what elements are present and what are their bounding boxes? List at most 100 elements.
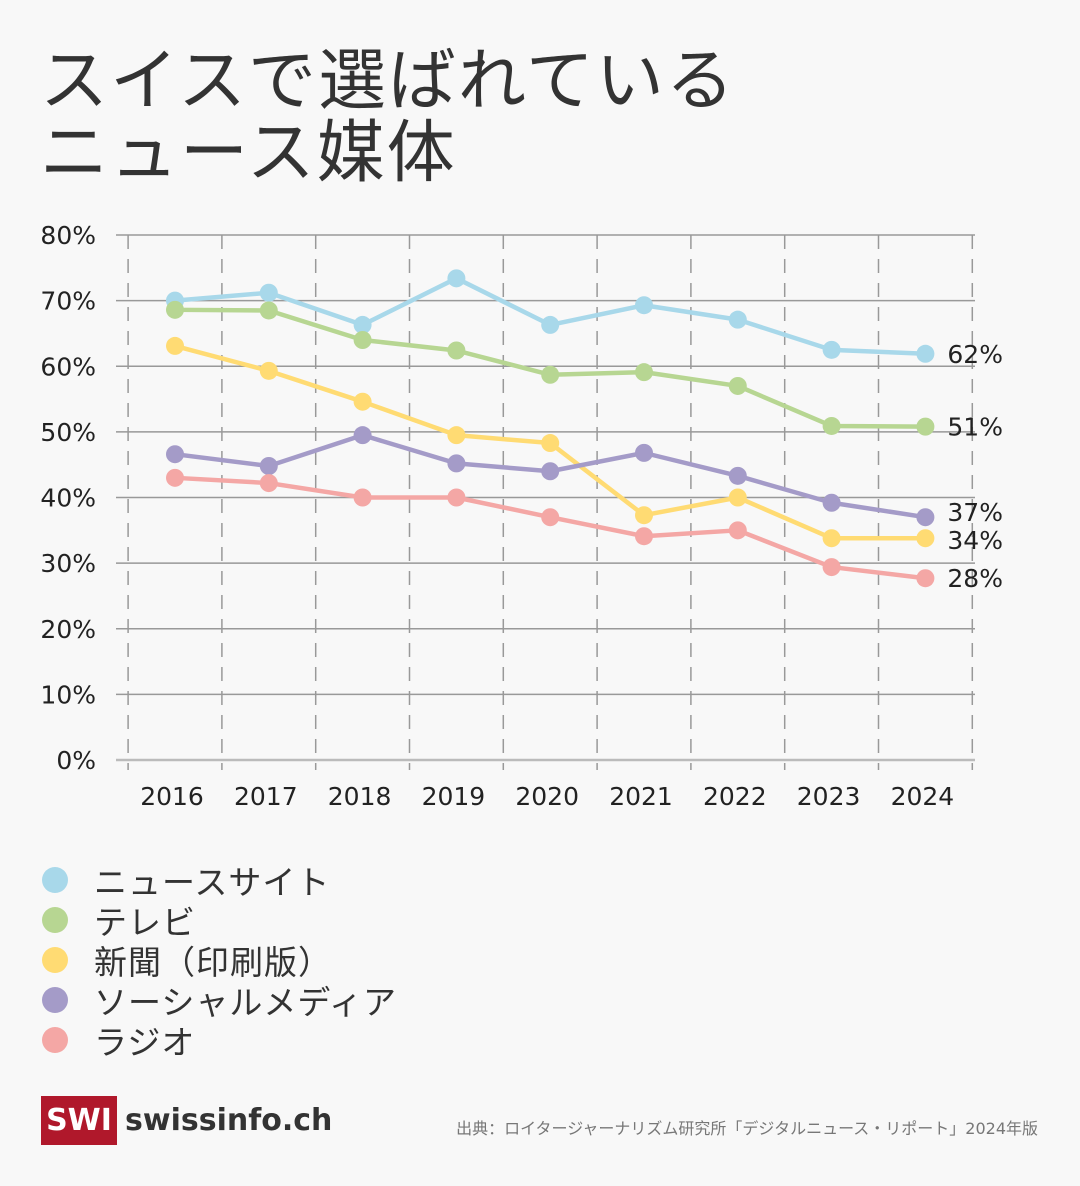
y-tick-label: 40% xyxy=(40,484,96,513)
data-point xyxy=(635,363,653,382)
y-tick-label: 20% xyxy=(40,615,96,644)
data-point xyxy=(259,283,278,302)
data-point xyxy=(822,493,841,512)
data-point xyxy=(353,392,372,411)
data-point xyxy=(728,376,747,395)
data-point xyxy=(728,521,747,540)
x-tick-label: 2018 xyxy=(328,782,392,811)
data-point xyxy=(916,508,935,527)
data-point xyxy=(447,488,466,507)
data-point xyxy=(259,301,278,320)
end-value-label: 62% xyxy=(947,340,1003,369)
legend-label: ソーシャルメディア xyxy=(94,983,398,1022)
chart-title: スイスで選ばれている ニュース媒体 xyxy=(40,46,736,190)
line-chart: 0%10%20%30%40%50%60%70%80% 2016 2017 2018 2… xyxy=(40,221,1003,811)
data-point xyxy=(916,529,935,548)
end-labels: 62% 51% 34%37% 28% xyxy=(947,340,1003,593)
legend-label: テレビ xyxy=(94,903,196,942)
x-tick-label: 2024 xyxy=(891,782,955,811)
data-point xyxy=(728,310,747,329)
data-point xyxy=(447,454,466,473)
y-tick-label: 60% xyxy=(40,352,96,381)
x-tick-label: 2020 xyxy=(515,782,579,811)
swissinfo-logo: SWI swissinfo.ch xyxy=(41,1096,332,1145)
data-point xyxy=(447,426,466,445)
y-tick-label: 50% xyxy=(40,418,96,447)
data-point xyxy=(259,361,278,380)
legend: ニュースサイト テレビ 新聞（印刷版） ソーシャルメディア ラジオ xyxy=(40,860,397,1062)
legend-swatch xyxy=(42,907,68,933)
x-tick-label: 2019 xyxy=(422,782,486,811)
data-point xyxy=(635,527,653,546)
data-point xyxy=(822,340,841,359)
data-point xyxy=(635,506,653,525)
series-新聞（印刷版） xyxy=(166,336,935,548)
data-point xyxy=(541,508,560,527)
series-ソーシャルメディア xyxy=(166,426,935,527)
data-point xyxy=(353,426,372,445)
legend-item-social-media: ソーシャルメディア xyxy=(40,980,397,1022)
data-point xyxy=(822,416,841,435)
y-tick-label: 10% xyxy=(40,680,96,709)
y-axis-ticks: 0% 10% 20% 30% 40% 50% 60% 70% 80% xyxy=(40,221,96,775)
x-axis-ticks: 2016 2017 2018 2019 2020 2021 2022 2023 2024 xyxy=(140,782,954,811)
series-ニュースサイト xyxy=(166,269,935,363)
end-value-label: 51% xyxy=(947,413,1003,442)
data-point xyxy=(822,558,841,577)
legend-item-print-newspaper: 新聞（印刷版） xyxy=(40,940,397,982)
data-point xyxy=(541,462,560,481)
legend-swatch xyxy=(42,867,68,893)
y-tick-label: 70% xyxy=(40,287,96,316)
legend-swatch xyxy=(42,947,68,973)
series-ラジオ xyxy=(166,468,935,588)
data-point xyxy=(916,344,935,363)
data-point xyxy=(728,466,747,485)
data-point xyxy=(259,474,278,493)
data-point xyxy=(541,434,560,453)
data-point xyxy=(353,488,372,507)
x-tick-label: 2023 xyxy=(797,782,861,811)
source-note: 出典：ロイタージャーナリズム研究所「デジタルニュース・リポート」2024年版 xyxy=(456,1119,1038,1138)
legend-swatch xyxy=(42,1027,68,1053)
legend-item-news-sites: ニュースサイト xyxy=(40,860,397,902)
data-point xyxy=(166,468,184,487)
data-point xyxy=(916,569,935,588)
data-point xyxy=(353,331,372,349)
data-point xyxy=(541,315,560,334)
data-point xyxy=(166,336,184,355)
legend-label: ラジオ xyxy=(94,1023,196,1062)
end-value-label: 34% xyxy=(947,526,1003,555)
data-point xyxy=(447,341,466,360)
y-tick-label: 80% xyxy=(40,221,96,250)
data-point xyxy=(259,457,278,475)
legend-item-tv: テレビ xyxy=(40,900,397,942)
legend-label: ニュースサイト xyxy=(94,863,331,902)
data-point xyxy=(166,300,184,319)
data-point xyxy=(635,443,653,462)
series-テレビ xyxy=(166,300,935,436)
y-tick-label: 30% xyxy=(40,549,96,578)
y-tick-label: 0% xyxy=(56,746,96,775)
series-group xyxy=(166,269,935,588)
end-value-label: 28% xyxy=(947,564,1003,593)
data-point xyxy=(541,365,560,384)
x-tick-label: 2016 xyxy=(140,782,204,811)
legend-swatch xyxy=(42,987,68,1013)
data-point xyxy=(166,445,184,464)
data-point xyxy=(353,315,372,334)
chart-title-line-2: ニュース媒体 xyxy=(40,114,457,193)
x-tick-label: 2022 xyxy=(703,782,767,811)
legend-item-radio: ラジオ xyxy=(40,1020,397,1062)
x-tick-label: 2021 xyxy=(609,782,673,811)
data-point xyxy=(447,269,466,288)
end-value-label: 37% xyxy=(947,498,1003,527)
chart-title-line-1: スイスで選ばれている xyxy=(40,42,736,121)
data-point xyxy=(728,488,747,507)
brand-name: swissinfo.ch xyxy=(125,1103,333,1138)
data-point xyxy=(635,296,653,315)
data-point xyxy=(916,417,935,436)
grid xyxy=(116,234,975,770)
legend-label: 新聞（印刷版） xyxy=(94,943,332,982)
data-point xyxy=(822,529,841,548)
x-tick-label: 2017 xyxy=(234,782,298,811)
